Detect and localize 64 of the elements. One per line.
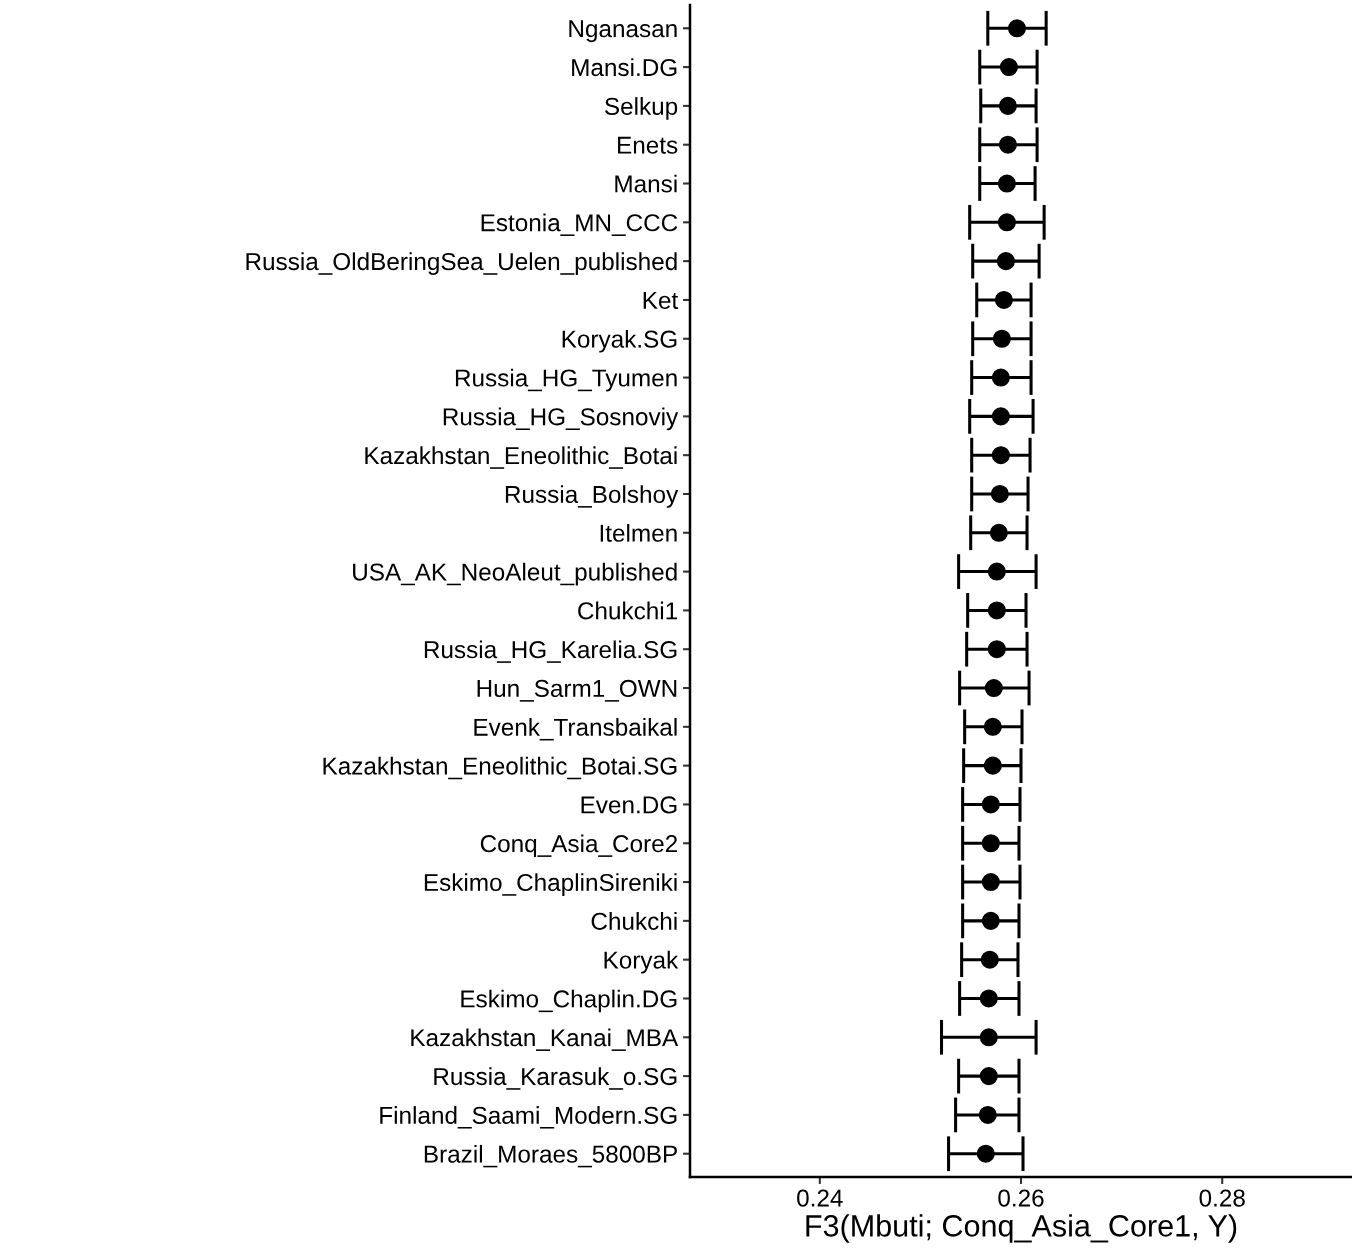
point bbox=[976, 1144, 995, 1163]
y-tick-label: Russia_HG_Karelia.SG bbox=[424, 640, 677, 663]
point bbox=[990, 484, 1009, 504]
point bbox=[987, 601, 1006, 620]
y-tick-label: Conq_Asia_Core2 bbox=[480, 834, 677, 858]
y-tick-label: Eskimo_Chaplin.DG bbox=[461, 989, 677, 1013]
point bbox=[983, 717, 1002, 736]
point bbox=[987, 562, 1006, 581]
point bbox=[980, 950, 999, 969]
y-tick-label: Estonia_MN_CCC bbox=[481, 213, 678, 236]
point bbox=[981, 834, 1000, 853]
x-tick-label: 0.24 bbox=[797, 1189, 843, 1207]
point bbox=[998, 135, 1017, 154]
x-tick-label: 0.28 bbox=[1199, 1189, 1245, 1207]
y-tick-label: Kazakhstan_Kanai_MBA bbox=[411, 1028, 679, 1051]
point bbox=[999, 58, 1018, 77]
point bbox=[991, 407, 1010, 426]
point bbox=[983, 756, 1002, 775]
y-tick-label: Nganasan bbox=[569, 20, 677, 43]
point bbox=[998, 96, 1017, 115]
y-tick-label: Russia_HG_Tyumen bbox=[455, 368, 677, 392]
point bbox=[978, 1105, 997, 1124]
y-tick-label: Itelmen bbox=[600, 523, 677, 542]
point bbox=[989, 523, 1008, 542]
point bbox=[997, 174, 1016, 193]
y-tick-label: Eskimo_ChaplinSireniki bbox=[424, 873, 677, 896]
point bbox=[981, 911, 1000, 930]
y-tick-label: Even.DG bbox=[581, 796, 677, 814]
y-tick-label: Chukchi bbox=[591, 912, 677, 930]
y-tick-label: Hun_Sarm1_OWN bbox=[477, 679, 677, 702]
y-tick-label: USA_AK_NeoAleut_published bbox=[353, 562, 677, 586]
point bbox=[984, 678, 1003, 698]
point bbox=[994, 290, 1013, 309]
y-tick-label: Evenk_Transbaikal bbox=[474, 718, 677, 741]
point bbox=[979, 1028, 998, 1047]
y-tick-label: Brazil_Moraes_5800BP bbox=[424, 1144, 677, 1168]
y-tick-label: Russia_HG_Sosnoviy bbox=[443, 407, 679, 431]
y-tick-label: Kazakhstan_Eneolithic_Botai.SG bbox=[323, 756, 677, 780]
y-tick-label: Mansi.DG bbox=[572, 58, 677, 77]
point bbox=[981, 795, 1000, 814]
y-tick-label: Russia_OldBeringSea_Uelen_published bbox=[246, 252, 677, 275]
point bbox=[992, 329, 1011, 348]
x-axis-title: F3(Mbuti; Conq_Asia_Core1, Y) bbox=[806, 1214, 1237, 1243]
point bbox=[981, 873, 1000, 892]
point bbox=[1007, 19, 1027, 38]
y-tick-label: Finland_Saami_Modern.SG bbox=[380, 1106, 677, 1129]
y-tick-label: Selkup bbox=[604, 97, 678, 120]
point bbox=[997, 213, 1016, 232]
y-tick-label: Enets bbox=[618, 136, 678, 154]
y-tick-label: Ket bbox=[643, 292, 679, 309]
y-tick-label: Kazakhstan_Eneolithic_Botai bbox=[365, 446, 677, 469]
y-tick-label: Koryak bbox=[604, 950, 679, 974]
y-tick-label: Koryak.SG bbox=[562, 329, 677, 353]
point bbox=[991, 368, 1010, 387]
y-tick-label: Mansi bbox=[615, 174, 677, 193]
point bbox=[979, 1067, 998, 1086]
y-tick-label: Russia_Bolshoy bbox=[505, 485, 679, 508]
point bbox=[979, 989, 998, 1008]
y-tick-label: Russia_Karasuk_o.SG bbox=[434, 1067, 677, 1090]
point bbox=[991, 446, 1010, 465]
x-tick-label: 0.26 bbox=[998, 1189, 1044, 1207]
y-tick-label: Chukchi1 bbox=[578, 601, 678, 620]
point bbox=[987, 640, 1006, 659]
point bbox=[996, 252, 1015, 271]
